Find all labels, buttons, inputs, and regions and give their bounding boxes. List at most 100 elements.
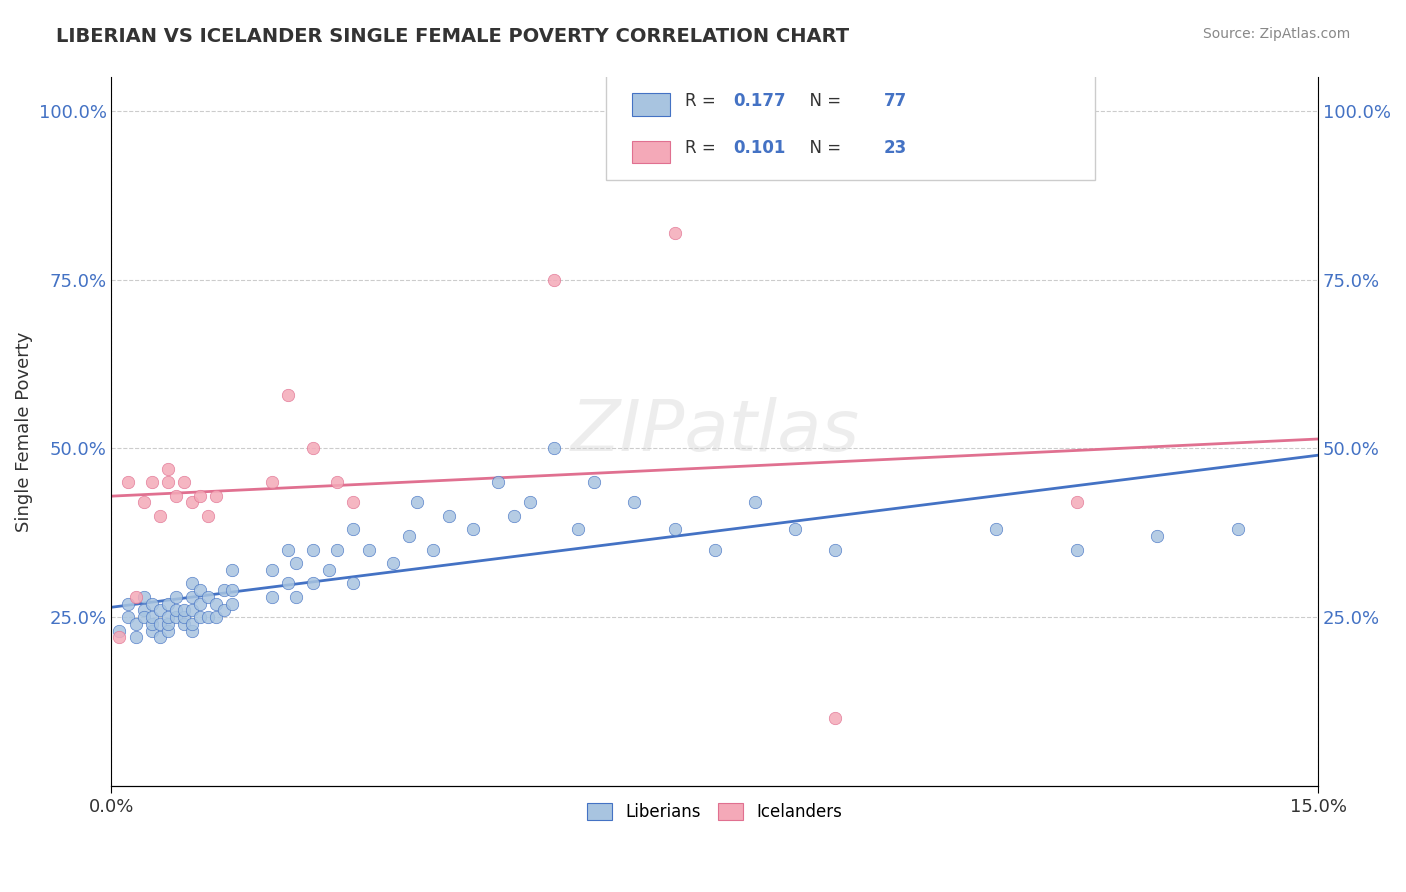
Point [318, 563, 340, 577]
Point [986, 523, 1008, 537]
Text: N =: N = [799, 92, 846, 110]
Point [1066, 542, 1088, 557]
Point [188, 597, 211, 611]
Point [824, 711, 846, 725]
Text: LIBERIAN VS ICELANDER SINGLE FEMALE POVERTY CORRELATION CHART: LIBERIAN VS ICELANDER SINGLE FEMALE POVE… [56, 27, 849, 45]
Point [221, 563, 243, 577]
Text: R =: R = [685, 92, 721, 110]
Point [180, 616, 202, 631]
Point [1066, 495, 1088, 509]
Point [141, 597, 163, 611]
Point [1226, 523, 1249, 537]
Point [141, 475, 163, 490]
Point [165, 590, 187, 604]
Point [149, 603, 172, 617]
Point [205, 489, 228, 503]
Point [173, 610, 195, 624]
Point [664, 523, 686, 537]
Point [180, 624, 202, 638]
Point [108, 631, 131, 645]
Point [398, 529, 420, 543]
Point [197, 508, 219, 523]
Point [519, 495, 541, 509]
Point [141, 610, 163, 624]
Point [124, 616, 146, 631]
Text: 0.101: 0.101 [733, 139, 786, 158]
Point [132, 495, 155, 509]
Point [156, 475, 179, 490]
Point [212, 603, 235, 617]
Legend: Liberians, Icelanders: Liberians, Icelanders [574, 789, 855, 834]
FancyBboxPatch shape [631, 93, 671, 116]
Point [156, 597, 179, 611]
Point [173, 616, 195, 631]
Point [357, 542, 380, 557]
Point [188, 583, 211, 598]
Text: 77: 77 [884, 92, 907, 110]
Point [543, 442, 565, 456]
Point [117, 597, 139, 611]
Point [543, 273, 565, 287]
Point [277, 542, 299, 557]
Point [301, 442, 323, 456]
Point [180, 576, 202, 591]
Point [180, 603, 202, 617]
Point [502, 508, 524, 523]
Point [486, 475, 509, 490]
Point [165, 610, 187, 624]
Point [1146, 529, 1168, 543]
Point [583, 475, 606, 490]
Point [422, 542, 444, 557]
Point [124, 590, 146, 604]
Text: 23: 23 [884, 139, 907, 158]
Point [439, 508, 461, 523]
Point [262, 563, 284, 577]
Point [117, 475, 139, 490]
Point [156, 624, 179, 638]
Point [180, 590, 202, 604]
Point [463, 523, 485, 537]
Point [141, 616, 163, 631]
Point [156, 610, 179, 624]
Point [165, 603, 187, 617]
Point [277, 387, 299, 401]
Point [406, 495, 429, 509]
FancyBboxPatch shape [631, 141, 671, 163]
Point [165, 489, 187, 503]
Point [141, 624, 163, 638]
Point [342, 576, 364, 591]
Y-axis label: Single Female Poverty: Single Female Poverty [15, 332, 32, 532]
Point [188, 610, 211, 624]
Point [180, 495, 202, 509]
FancyBboxPatch shape [606, 70, 1095, 180]
Text: ZIPatlas: ZIPatlas [571, 397, 859, 467]
Point [132, 610, 155, 624]
Point [301, 542, 323, 557]
Point [325, 542, 347, 557]
Point [188, 489, 211, 503]
Point [824, 542, 846, 557]
Point [149, 631, 172, 645]
Point [301, 576, 323, 591]
Point [197, 610, 219, 624]
Point [173, 475, 195, 490]
Point [382, 556, 405, 570]
Point [262, 590, 284, 604]
Point [117, 610, 139, 624]
Point [325, 475, 347, 490]
Point [212, 583, 235, 598]
Point [149, 508, 172, 523]
Point [149, 616, 172, 631]
Point [623, 495, 645, 509]
Point [664, 226, 686, 240]
Point [156, 461, 179, 475]
Point [221, 597, 243, 611]
Text: Source: ZipAtlas.com: Source: ZipAtlas.com [1202, 27, 1350, 41]
Point [342, 495, 364, 509]
Point [124, 631, 146, 645]
Text: 0.177: 0.177 [733, 92, 786, 110]
Point [262, 475, 284, 490]
Point [132, 603, 155, 617]
Text: N =: N = [799, 139, 846, 158]
Point [277, 576, 299, 591]
